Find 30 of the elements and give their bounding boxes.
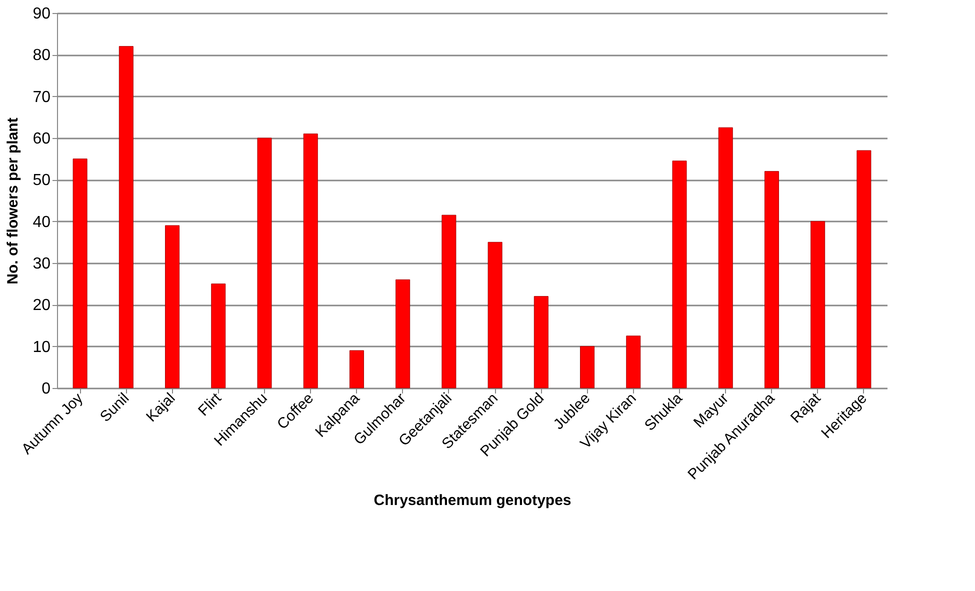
bar: [764, 171, 779, 388]
y-tick-label: 20: [32, 297, 51, 314]
y-tick-label: 90: [32, 6, 51, 22]
y-tick-label: 70: [32, 88, 51, 106]
bar: [534, 296, 548, 388]
bar: [672, 160, 687, 388]
bar: [810, 221, 826, 388]
bar: [118, 46, 134, 388]
y-tick-label: 40: [32, 214, 51, 231]
y-axis-title: No. of flowers per plant: [4, 118, 22, 284]
y-tick-label: 0: [42, 380, 51, 398]
x-axis-title: Chrysanthemum genotypes: [374, 492, 572, 510]
bar: [211, 284, 226, 388]
bar: [626, 336, 641, 388]
bar: [396, 279, 410, 388]
bar: [580, 346, 595, 388]
bar: [718, 127, 733, 388]
y-tick-label: 50: [32, 172, 51, 190]
bar: [72, 158, 88, 388]
bar: [349, 350, 364, 388]
y-tick-label: 30: [32, 256, 51, 272]
bar: [257, 138, 272, 388]
bar: [165, 225, 180, 388]
bar: [856, 150, 872, 388]
y-tick-label: 80: [32, 47, 51, 64]
y-tick-label: 60: [32, 130, 51, 148]
y-tick-label: 10: [32, 338, 51, 356]
bar: [303, 134, 318, 388]
bar: [488, 242, 502, 388]
bar: [442, 214, 456, 388]
